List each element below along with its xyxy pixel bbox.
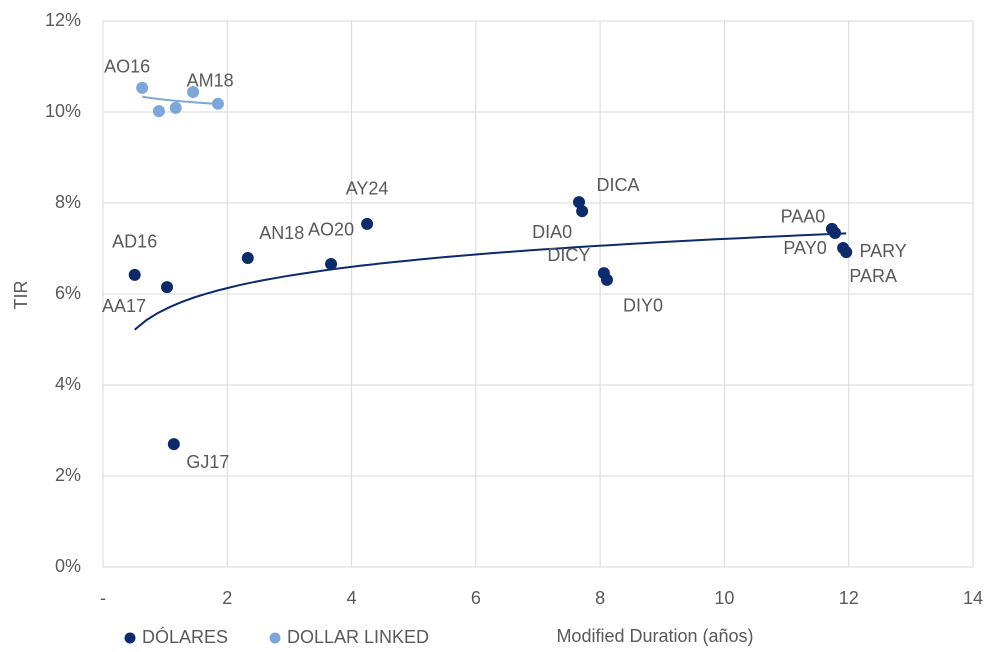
point-label: PARA xyxy=(849,266,897,286)
trendline xyxy=(142,95,219,105)
point xyxy=(576,205,589,218)
point-label: AM18 xyxy=(187,71,234,91)
y-tick-label: 12% xyxy=(45,10,81,30)
x-tick-label: 6 xyxy=(471,588,481,608)
point-label: GJ17 xyxy=(186,452,229,472)
point xyxy=(241,252,254,265)
legend-marker xyxy=(124,632,136,644)
point xyxy=(187,85,200,98)
point-label: PAA0 xyxy=(781,207,826,227)
point-label: DICA xyxy=(597,175,640,195)
y-tick-label: 4% xyxy=(55,374,81,394)
x-tick-label: 14 xyxy=(963,588,983,608)
x-tick-label: 2 xyxy=(222,588,232,608)
x-tick-label: 12 xyxy=(839,588,859,608)
x-tick-label: 8 xyxy=(595,588,605,608)
point xyxy=(573,196,586,209)
legend-label: DOLLAR LINKED xyxy=(287,627,429,647)
point-label: AN18 xyxy=(259,223,304,243)
point xyxy=(167,438,180,451)
x-tick-label: - xyxy=(100,588,106,608)
point xyxy=(325,257,338,270)
point-label: PARY xyxy=(859,241,906,261)
point-label: AD16 xyxy=(112,232,157,252)
point xyxy=(829,227,842,240)
x-tick-label: 4 xyxy=(347,588,357,608)
y-tick-label: 8% xyxy=(55,192,81,212)
y-tick-label: 2% xyxy=(55,465,81,485)
point-label: AO20 xyxy=(308,220,354,240)
point-label: PAY0 xyxy=(783,238,826,258)
point xyxy=(600,273,613,286)
x-axis-label: Modified Duration (años) xyxy=(556,626,753,646)
legend-marker xyxy=(269,632,281,644)
y-tick-label: 6% xyxy=(55,283,81,303)
point-label: DICY xyxy=(547,245,590,265)
trendline xyxy=(134,232,847,331)
y-tick-label: 10% xyxy=(45,101,81,121)
point-label: AA17 xyxy=(102,296,146,316)
point xyxy=(361,217,374,230)
point-label: AO16 xyxy=(104,57,150,77)
point-label: DIA0 xyxy=(532,222,572,242)
point xyxy=(128,268,141,281)
point xyxy=(136,81,149,94)
y-tick-label: 0% xyxy=(55,556,81,576)
point-label: DIY0 xyxy=(623,296,663,316)
y-axis-label: TIR xyxy=(11,281,31,310)
point xyxy=(211,97,224,110)
point xyxy=(152,105,165,118)
point xyxy=(840,246,853,259)
point xyxy=(169,101,182,114)
legend-label: DÓLARES xyxy=(142,626,228,647)
point-label: AY24 xyxy=(346,179,389,199)
x-tick-label: 10 xyxy=(714,588,734,608)
point xyxy=(161,281,174,294)
